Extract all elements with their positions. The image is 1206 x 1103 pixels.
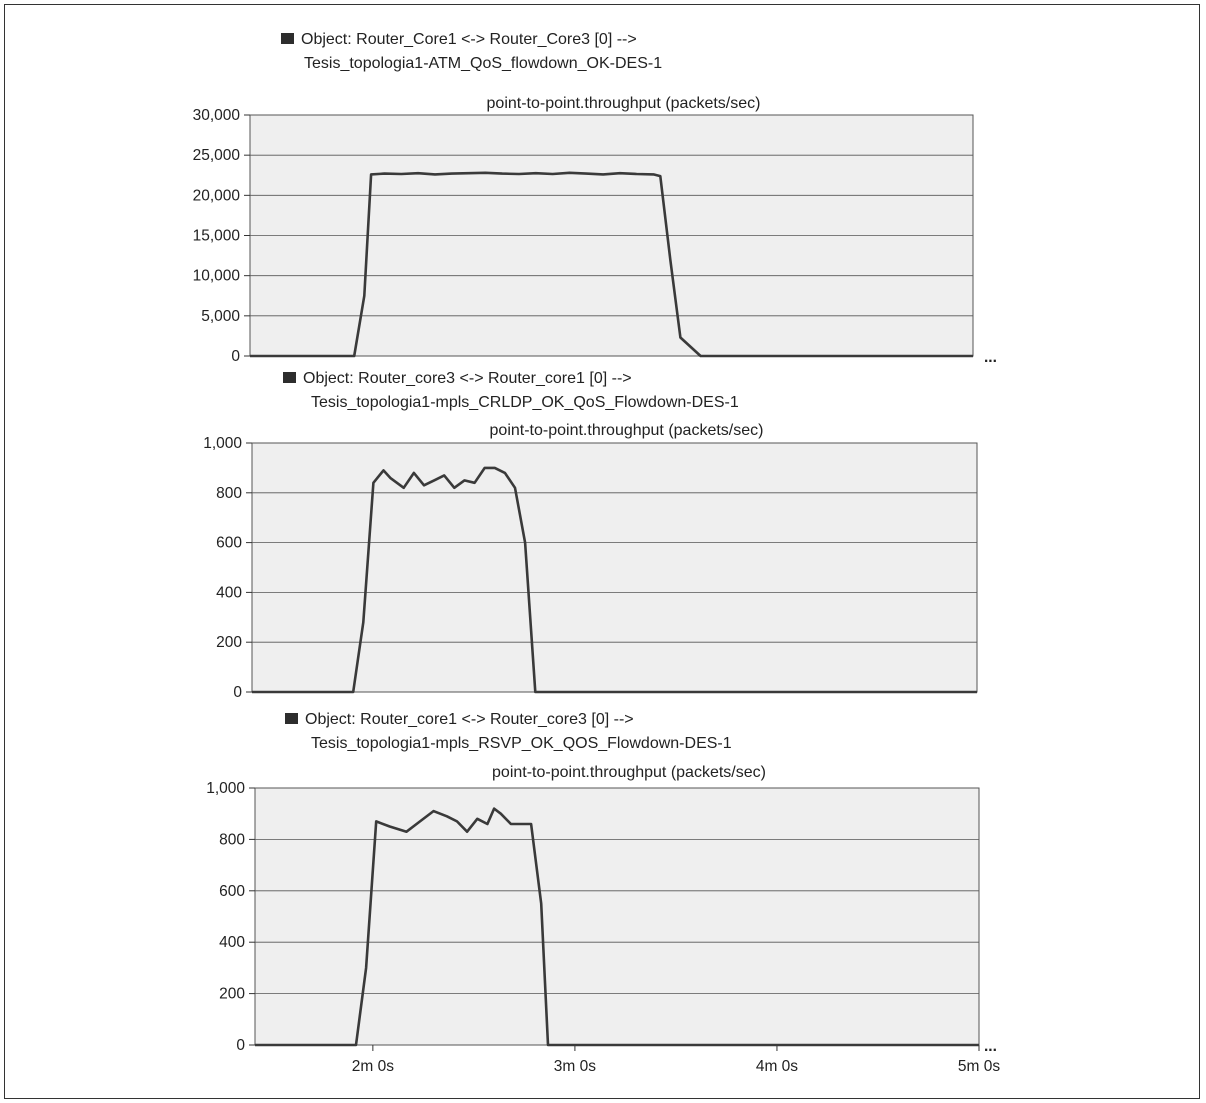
y-tick-label: 30,000 [193,107,241,124]
y-tick-label: 400 [219,934,245,951]
legend-swatch [283,372,296,383]
chart-title: point-to-point.throughput (packets/sec) [490,422,764,439]
more-marker: ... [984,1038,997,1055]
plot-area [251,442,978,693]
y-tick-label: 1,000 [206,780,245,797]
x-tick-label: 3m 0s [554,1058,596,1075]
series-line [250,171,973,358]
legend-label: Object: Router_core1 <-> Router_core3 [0… [305,711,634,728]
chart-frame [4,4,1200,1099]
y-tick-label: 600 [216,535,242,552]
legend-label: Tesis_topologia1-mpls_RSVP_OK_QOS_Flowdo… [311,735,732,752]
y-tick-label: 10,000 [193,268,241,285]
legend-label: Object: Router_core3 <-> Router_core1 [0… [303,370,632,387]
plot-area [254,787,980,1046]
legend-swatch [281,33,294,44]
y-tick-label: 0 [233,684,242,701]
y-tick-label: 400 [216,584,242,601]
y-tick-label: 5,000 [201,308,240,325]
y-tick-label: 1,000 [203,435,242,452]
chart-title: point-to-point.throughput (packets/sec) [487,95,761,112]
y-tick-label: 800 [216,485,242,502]
chart-title: point-to-point.throughput (packets/sec) [492,764,766,781]
series-line [252,466,977,694]
y-tick-label: 15,000 [193,228,241,245]
y-tick-label: 0 [231,348,240,365]
x-tick-label: 5m 0s [958,1058,1000,1075]
y-tick-label: 800 [219,831,245,848]
y-tick-label: 25,000 [193,147,241,164]
series-line [255,807,979,1047]
y-tick-label: 600 [219,883,245,900]
more-marker: ... [984,349,997,366]
legend-label: Object: Router_Core1 <-> Router_Core3 [0… [301,31,637,48]
legend-label: Tesis_topologia1-ATM_QoS_flowdown_OK-DES… [304,55,662,72]
legend-swatch [285,713,298,724]
x-tick-label: 2m 0s [352,1058,394,1075]
y-tick-label: 0 [236,1037,245,1054]
y-tick-label: 200 [216,634,242,651]
legend-label: Tesis_topologia1-mpls_CRLDP_OK_QoS_Flowd… [311,394,739,411]
x-tick-label: 4m 0s [756,1058,798,1075]
y-tick-label: 200 [219,986,245,1003]
y-tick-label: 20,000 [193,187,241,204]
